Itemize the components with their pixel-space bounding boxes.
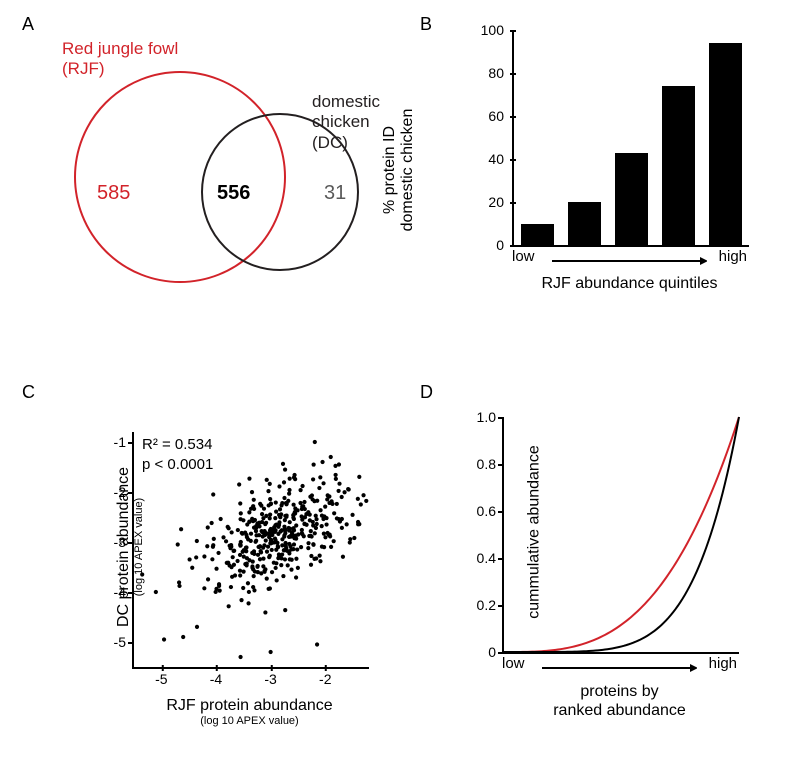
scatter-r2: R² = 0.534 (142, 435, 213, 455)
scatter-p: p < 0.0001 (142, 455, 213, 475)
scatter-plot: DC protein abundance (log 10 APEX value)… (42, 397, 402, 727)
cumul-ytick: 0.4 (477, 550, 496, 566)
cumul-ytick: 0.8 (477, 456, 496, 472)
bar-high-label: high (719, 248, 747, 265)
scatter-xtick: -4 (210, 671, 222, 673)
scatter-ytick: -4 (114, 584, 126, 600)
bar-ylabel: % protein IDdomestic chicken (381, 109, 417, 232)
venn-label-dc: domesticchicken(DC) (312, 92, 380, 153)
cumul-ytick: 0.6 (477, 503, 496, 519)
scatter-xtick: -3 (264, 671, 276, 673)
cumulative-plot: cummulative abundance 00.20.40.60.81.0 l… (442, 397, 762, 727)
scatter-ytick: -1 (114, 434, 126, 450)
scatter-xlabel-sub: (log 10 APEX value) (132, 715, 367, 727)
cumul-curves (504, 417, 739, 652)
bar-ytick: 80 (464, 65, 514, 81)
scatter-xtick: -5 (155, 671, 167, 673)
bar (709, 43, 742, 245)
venn-diagram: Red jungle fowl(RJF) domesticchicken(DC)… (52, 47, 392, 307)
bar-low-label: low (512, 248, 535, 265)
bar (615, 153, 648, 245)
panel-c-label: C (22, 382, 35, 403)
bar-ytick: 20 (464, 194, 514, 210)
venn-svg (52, 47, 392, 307)
cumul-xlabel: proteins byranked abundance (502, 682, 737, 720)
bar-ytick: 0 (464, 237, 514, 253)
panel-b-label: B (420, 14, 432, 35)
cumul-plot-area: 00.20.40.60.81.0 (502, 417, 739, 654)
cumul-arrow-icon (542, 663, 697, 673)
bar-ytick: 100 (464, 22, 514, 38)
cumul-ytick: 0.2 (477, 597, 496, 613)
bar-arrow-icon (552, 256, 707, 266)
bar-chart: % protein IDdomestic chicken 02040608010… (442, 20, 762, 320)
scatter-ytick: -3 (114, 534, 126, 550)
cumul-ytick: 0 (488, 644, 496, 660)
scatter-xlabel-main: RJF protein abundance (166, 697, 332, 714)
scatter-stats: R² = 0.534 p < 0.0001 (142, 435, 213, 474)
bar (521, 224, 554, 246)
scatter-ytick: -2 (114, 484, 126, 500)
bar-ytick: 60 (464, 108, 514, 124)
figure: A Red jungle fowl(RJF) domesticchicken(D… (12, 12, 775, 745)
panel-d-label: D (420, 382, 433, 403)
cumul-low-label: low (502, 655, 525, 672)
scatter-xlabel: RJF protein abundance (log 10 APEX value… (132, 697, 367, 727)
venn-count-rjf-only: 585 (97, 182, 130, 205)
bar (662, 86, 695, 245)
scatter-ytick: -5 (114, 634, 126, 650)
scatter-xtick: -2 (319, 671, 331, 673)
cumul-high-label: high (709, 655, 737, 672)
venn-count-dc-only: 31 (324, 182, 346, 205)
bar-plot-area: 020406080100 (512, 30, 749, 247)
bar-xlabel: RJF abundance quintiles (512, 275, 747, 293)
cumul-ytick: 1.0 (477, 409, 496, 425)
bar (568, 202, 601, 245)
panel-a-label: A (22, 14, 34, 35)
bar-ytick: 40 (464, 151, 514, 167)
venn-label-rjf: Red jungle fowl(RJF) (62, 39, 178, 80)
venn-count-overlap: 556 (217, 182, 250, 205)
